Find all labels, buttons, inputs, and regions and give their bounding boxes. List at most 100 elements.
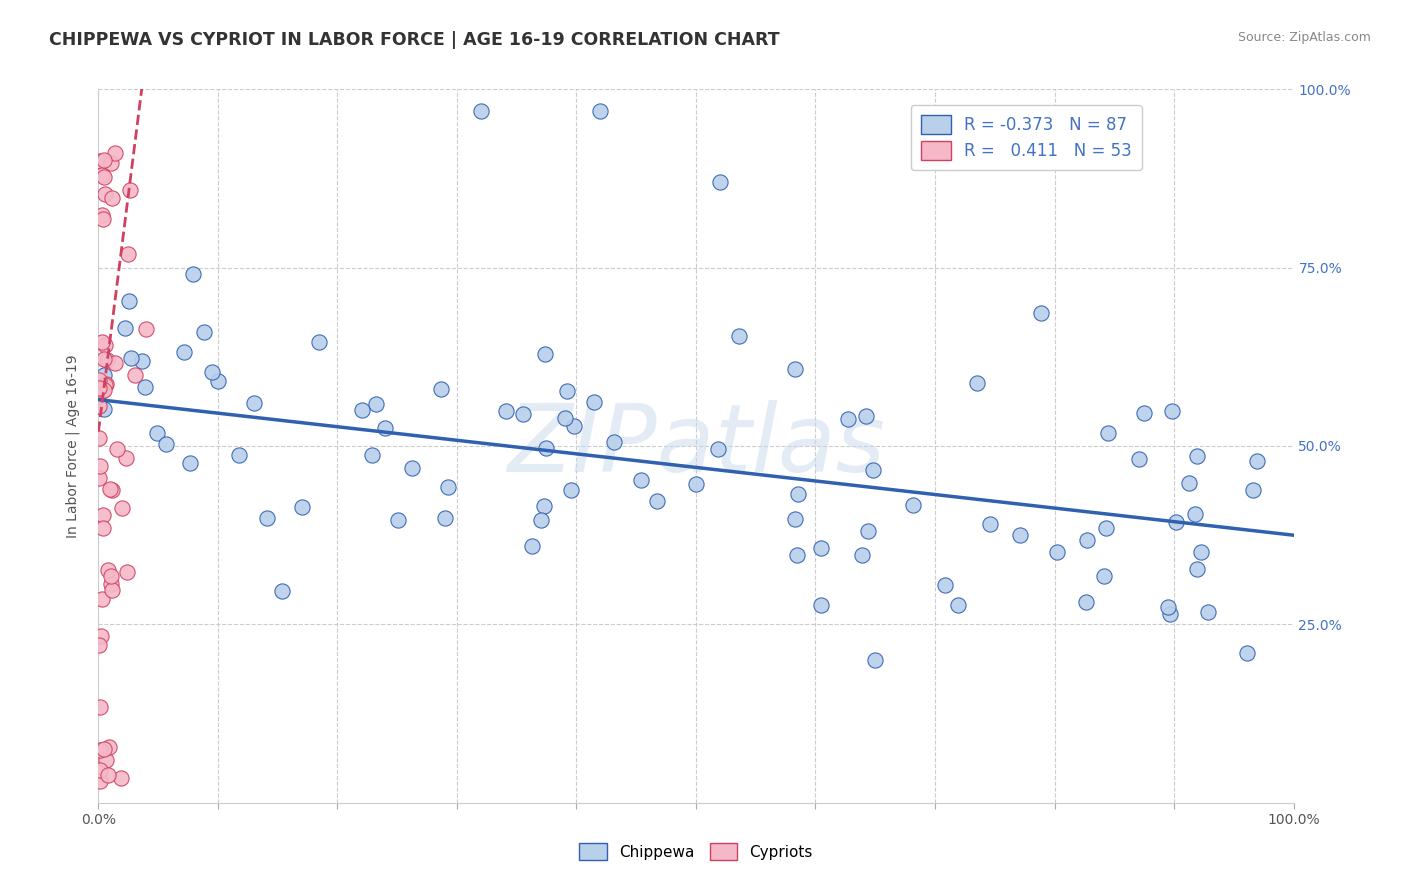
Point (193, 325, 215, 339)
Point (115, 450, 138, 465)
Text: CHIPPEWA VS CYPRIOT IN LABOR FORCE | AGE 16-19 CORRELATION CHART: CHIPPEWA VS CYPRIOT IN LABOR FORCE | AGE… (49, 31, 780, 49)
Legend: Chippewa, Cypriots: Chippewa, Cypriots (574, 837, 818, 866)
Point (855, 409, 877, 423)
Point (98, 739, 121, 754)
Point (100, 156, 122, 170)
Text: ZIPatlas: ZIPatlas (508, 401, 884, 491)
Point (901, 498, 924, 512)
Point (582, 394, 605, 409)
Point (90, 208, 112, 222)
Point (1046, 545, 1069, 559)
Point (1074, 595, 1097, 609)
Point (534, 346, 557, 360)
Point (135, 322, 157, 336)
Point (1236, 646, 1258, 660)
Point (201, 365, 224, 379)
Point (709, 175, 731, 189)
Point (87, 373, 110, 387)
Point (96, 353, 118, 368)
Point (589, 103, 612, 118)
Point (94, 186, 117, 201)
Point (89, 154, 111, 169)
Point (91, 384, 114, 398)
Point (104, 356, 127, 370)
Point (124, 368, 146, 382)
Point (429, 382, 451, 396)
Point (1097, 426, 1119, 441)
Point (1184, 508, 1206, 522)
Point (856, 524, 879, 538)
Point (1133, 406, 1156, 420)
Point (100, 577, 122, 591)
Point (134, 380, 156, 394)
Point (308, 335, 330, 350)
Point (645, 494, 668, 508)
Text: Source: ZipAtlas.com: Source: ZipAtlas.com (1237, 31, 1371, 45)
Point (1197, 605, 1219, 619)
Point (1076, 533, 1098, 547)
Point (117, 247, 139, 261)
Point (387, 513, 409, 527)
Point (290, 500, 312, 514)
Point (114, 321, 136, 335)
Point (707, 442, 730, 456)
Point (243, 396, 266, 410)
Y-axis label: In Labor Force | Age 16-19: In Labor Force | Age 16-19 (66, 354, 80, 538)
Point (783, 512, 806, 526)
Point (350, 402, 373, 417)
Point (89, 699, 111, 714)
Point (87, 431, 110, 445)
Point (91, 168, 114, 182)
Point (786, 548, 808, 562)
Point (533, 499, 555, 513)
Point (401, 461, 423, 475)
Point (437, 480, 460, 494)
Point (512, 407, 534, 421)
Point (630, 473, 652, 487)
Point (101, 582, 124, 597)
Point (93, 384, 115, 398)
Point (555, 384, 578, 398)
Point (89, 459, 111, 474)
Point (810, 541, 832, 556)
Point (934, 578, 956, 592)
Point (979, 516, 1001, 531)
Point (146, 425, 169, 440)
Point (360, 449, 382, 463)
Point (433, 511, 456, 525)
Point (91, 334, 114, 349)
Point (101, 483, 124, 497)
Point (105, 442, 128, 456)
Point (364, 397, 387, 411)
Point (104, 145, 127, 160)
Point (94, 378, 117, 392)
Point (120, 351, 142, 366)
Point (1157, 600, 1180, 615)
Point (101, 191, 124, 205)
Point (91, 521, 114, 535)
Point (1241, 483, 1264, 497)
Point (94, 753, 117, 767)
Point (1128, 452, 1150, 467)
Point (97, 768, 120, 782)
Point (87, 399, 110, 413)
Point (966, 376, 988, 390)
Point (90, 592, 112, 607)
Point (89, 743, 111, 757)
Point (87, 471, 110, 485)
Point (1008, 528, 1031, 542)
Point (810, 598, 832, 612)
Point (100, 569, 122, 583)
Point (1187, 562, 1209, 576)
Point (520, 539, 543, 553)
Point (470, 103, 492, 118)
Point (228, 448, 250, 462)
Point (495, 404, 517, 418)
Point (93, 352, 115, 367)
Point (93, 153, 115, 167)
Point (786, 487, 808, 501)
Point (87, 638, 110, 652)
Point (1159, 607, 1181, 621)
Point (118, 293, 141, 308)
Point (374, 420, 396, 434)
